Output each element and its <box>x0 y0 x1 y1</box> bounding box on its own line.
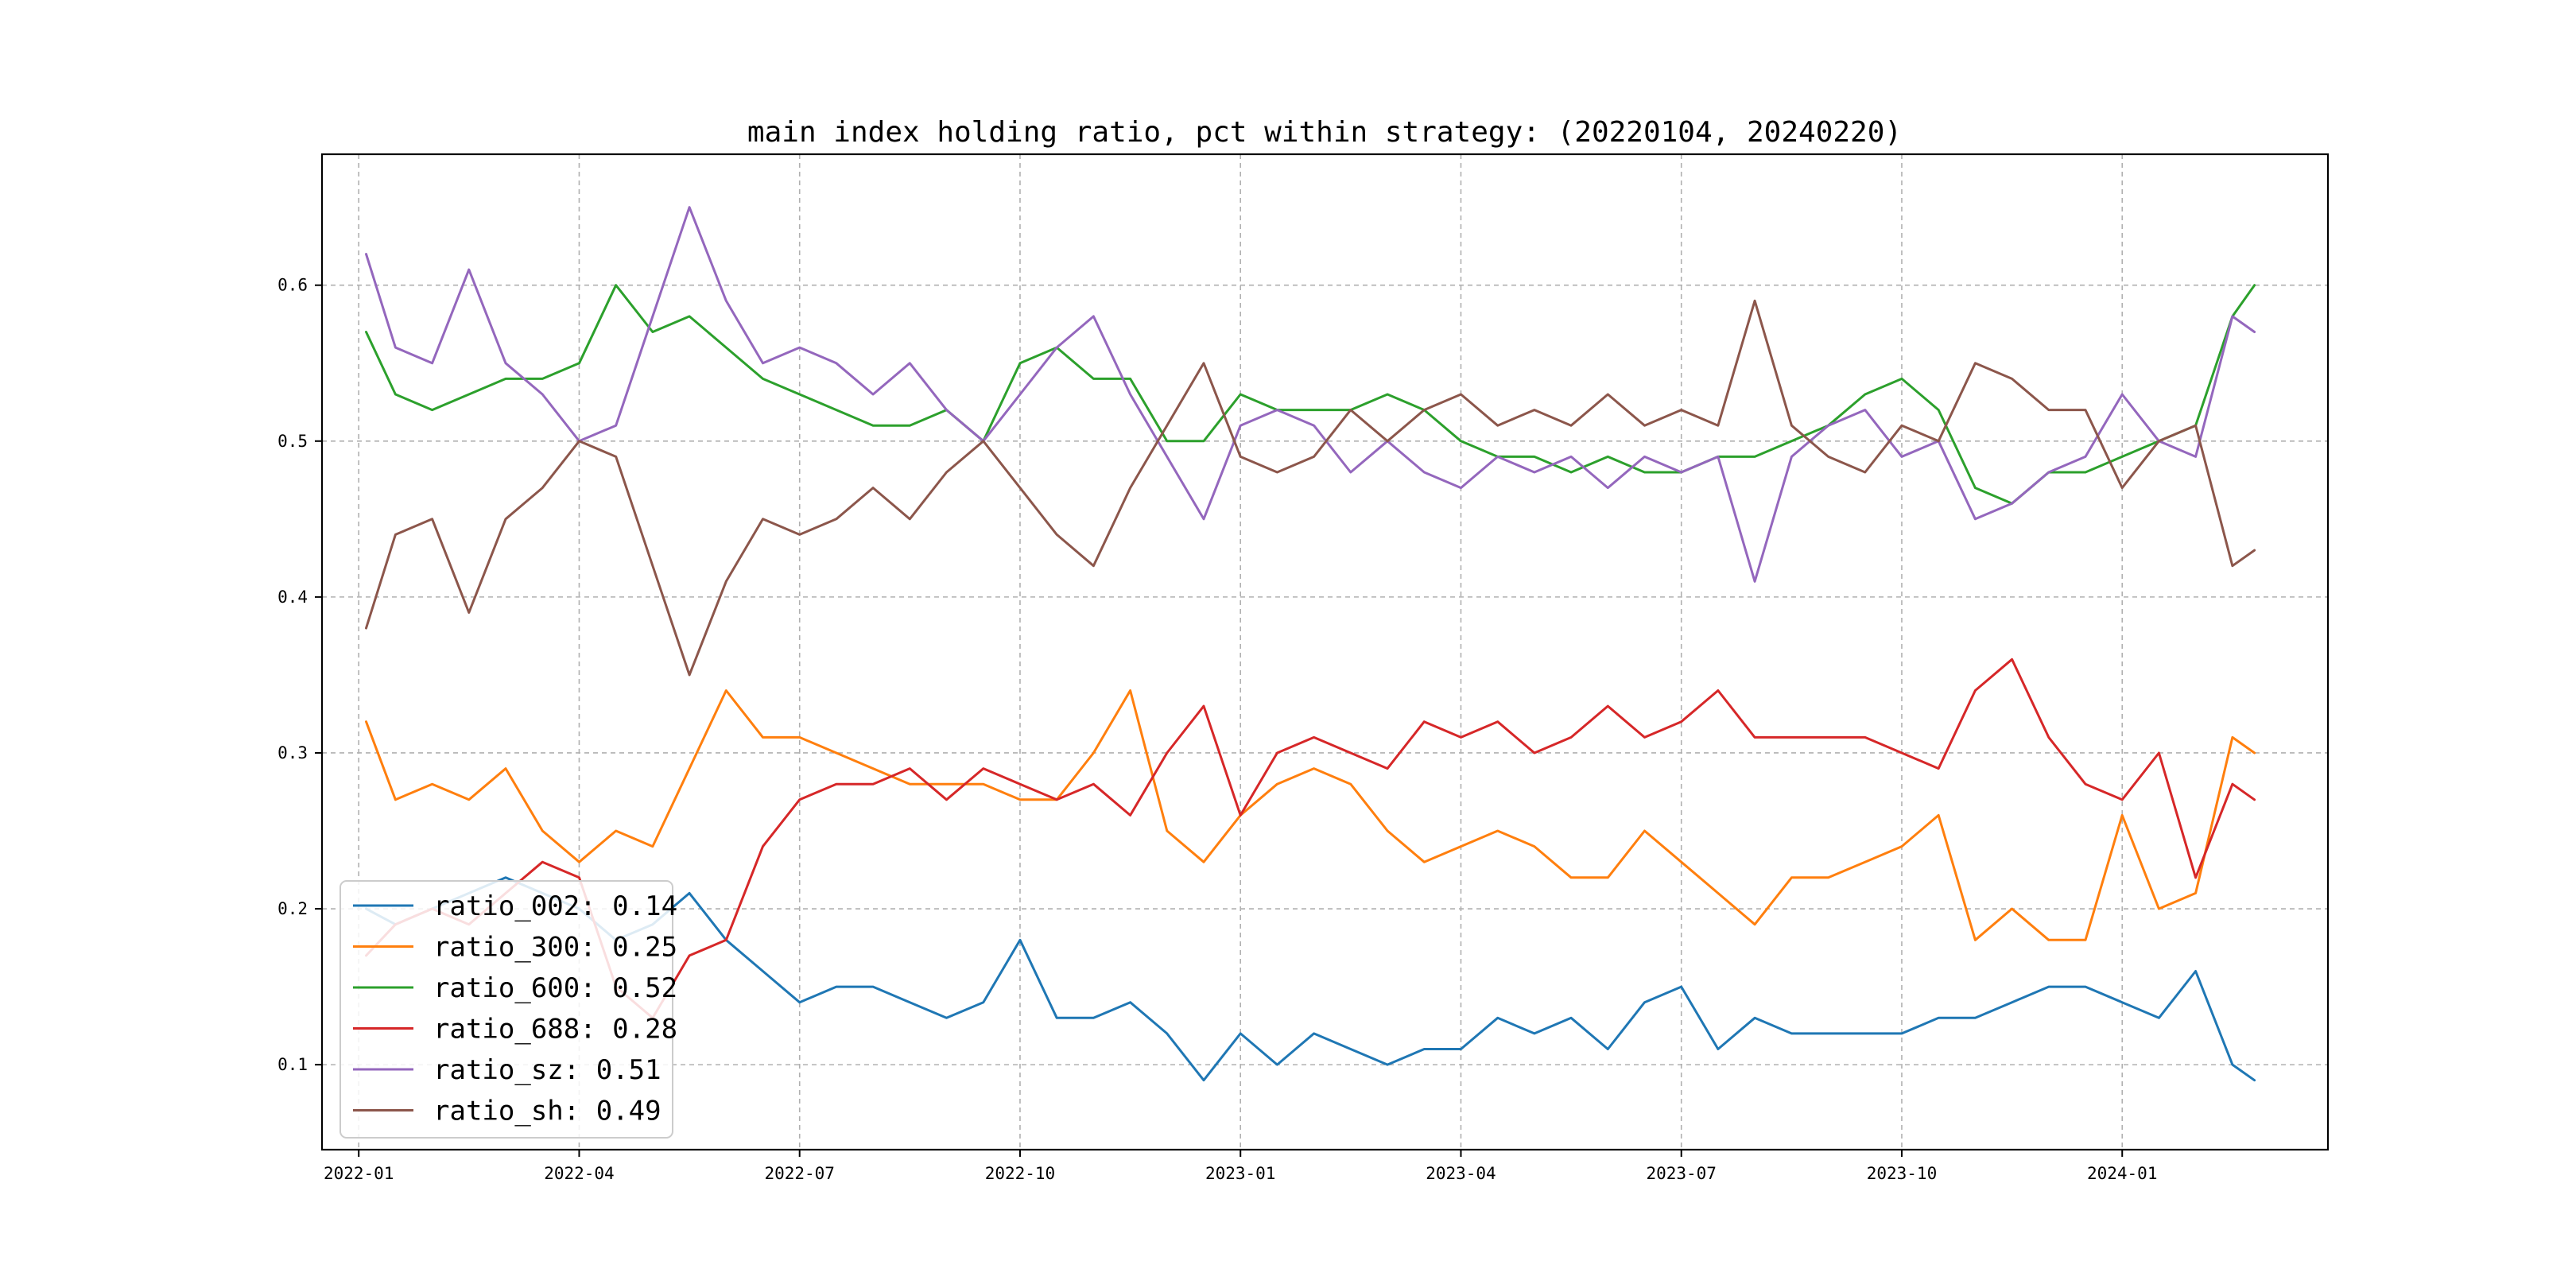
y-tick-label: 0.6 <box>277 276 308 295</box>
series-line-ratio-sh <box>365 299 2256 677</box>
y-tick-label: 0.2 <box>277 899 308 918</box>
x-tick-label: 2022-07 <box>764 1164 835 1183</box>
x-tick-label: 2023-01 <box>1205 1164 1276 1183</box>
series-line-ratio-688 <box>365 658 2256 1019</box>
y-tick-label: 0.1 <box>277 1055 308 1074</box>
y-tick-label: 0.3 <box>277 743 308 762</box>
chart-title: main index holding ratio, pct within str… <box>747 116 1902 149</box>
series-line-ratio-sz <box>365 206 2256 583</box>
legend-label-ratio-sz: ratio_sz: 0.51 <box>433 1054 661 1086</box>
legend-label-ratio-002: ratio_002: 0.14 <box>433 890 677 922</box>
x-tick-label: 2023-04 <box>1426 1164 1496 1183</box>
x-tick-label: 2023-07 <box>1646 1164 1717 1183</box>
x-tick-label: 2024-01 <box>2087 1164 2158 1183</box>
axis-ticks: 2022-01 2022-04 2022-07 2022-10 2023-01 2023-… <box>277 276 2157 1183</box>
x-tick-label: 2022-04 <box>544 1164 615 1183</box>
plot-frame <box>320 153 2330 1151</box>
series-line-ratio-002 <box>365 876 2256 1082</box>
x-tick-label: 2023-10 <box>1867 1164 1938 1183</box>
legend-label-ratio-300: ratio_300: 0.25 <box>433 932 677 964</box>
legend: ratio_002: 0.14 ratio_300: 0.25 ratio_600:… <box>339 880 677 1139</box>
legend-label-ratio-sh: ratio_sh: 0.49 <box>433 1096 661 1127</box>
y-tick-label: 0.5 <box>277 432 308 451</box>
legend-box <box>339 880 673 1139</box>
x-tick-label: 2022-10 <box>985 1164 1056 1183</box>
legend-label-ratio-600: ratio_600: 0.52 <box>433 972 677 1004</box>
series-line-ratio-300 <box>365 689 2256 941</box>
y-tick-label: 0.4 <box>277 588 308 607</box>
x-tick-label: 2022-01 <box>324 1164 394 1183</box>
legend-label-ratio-688: ratio_688: 0.28 <box>433 1014 677 1046</box>
series-lines <box>365 206 2256 1082</box>
series-line-ratio-600 <box>365 284 2256 505</box>
